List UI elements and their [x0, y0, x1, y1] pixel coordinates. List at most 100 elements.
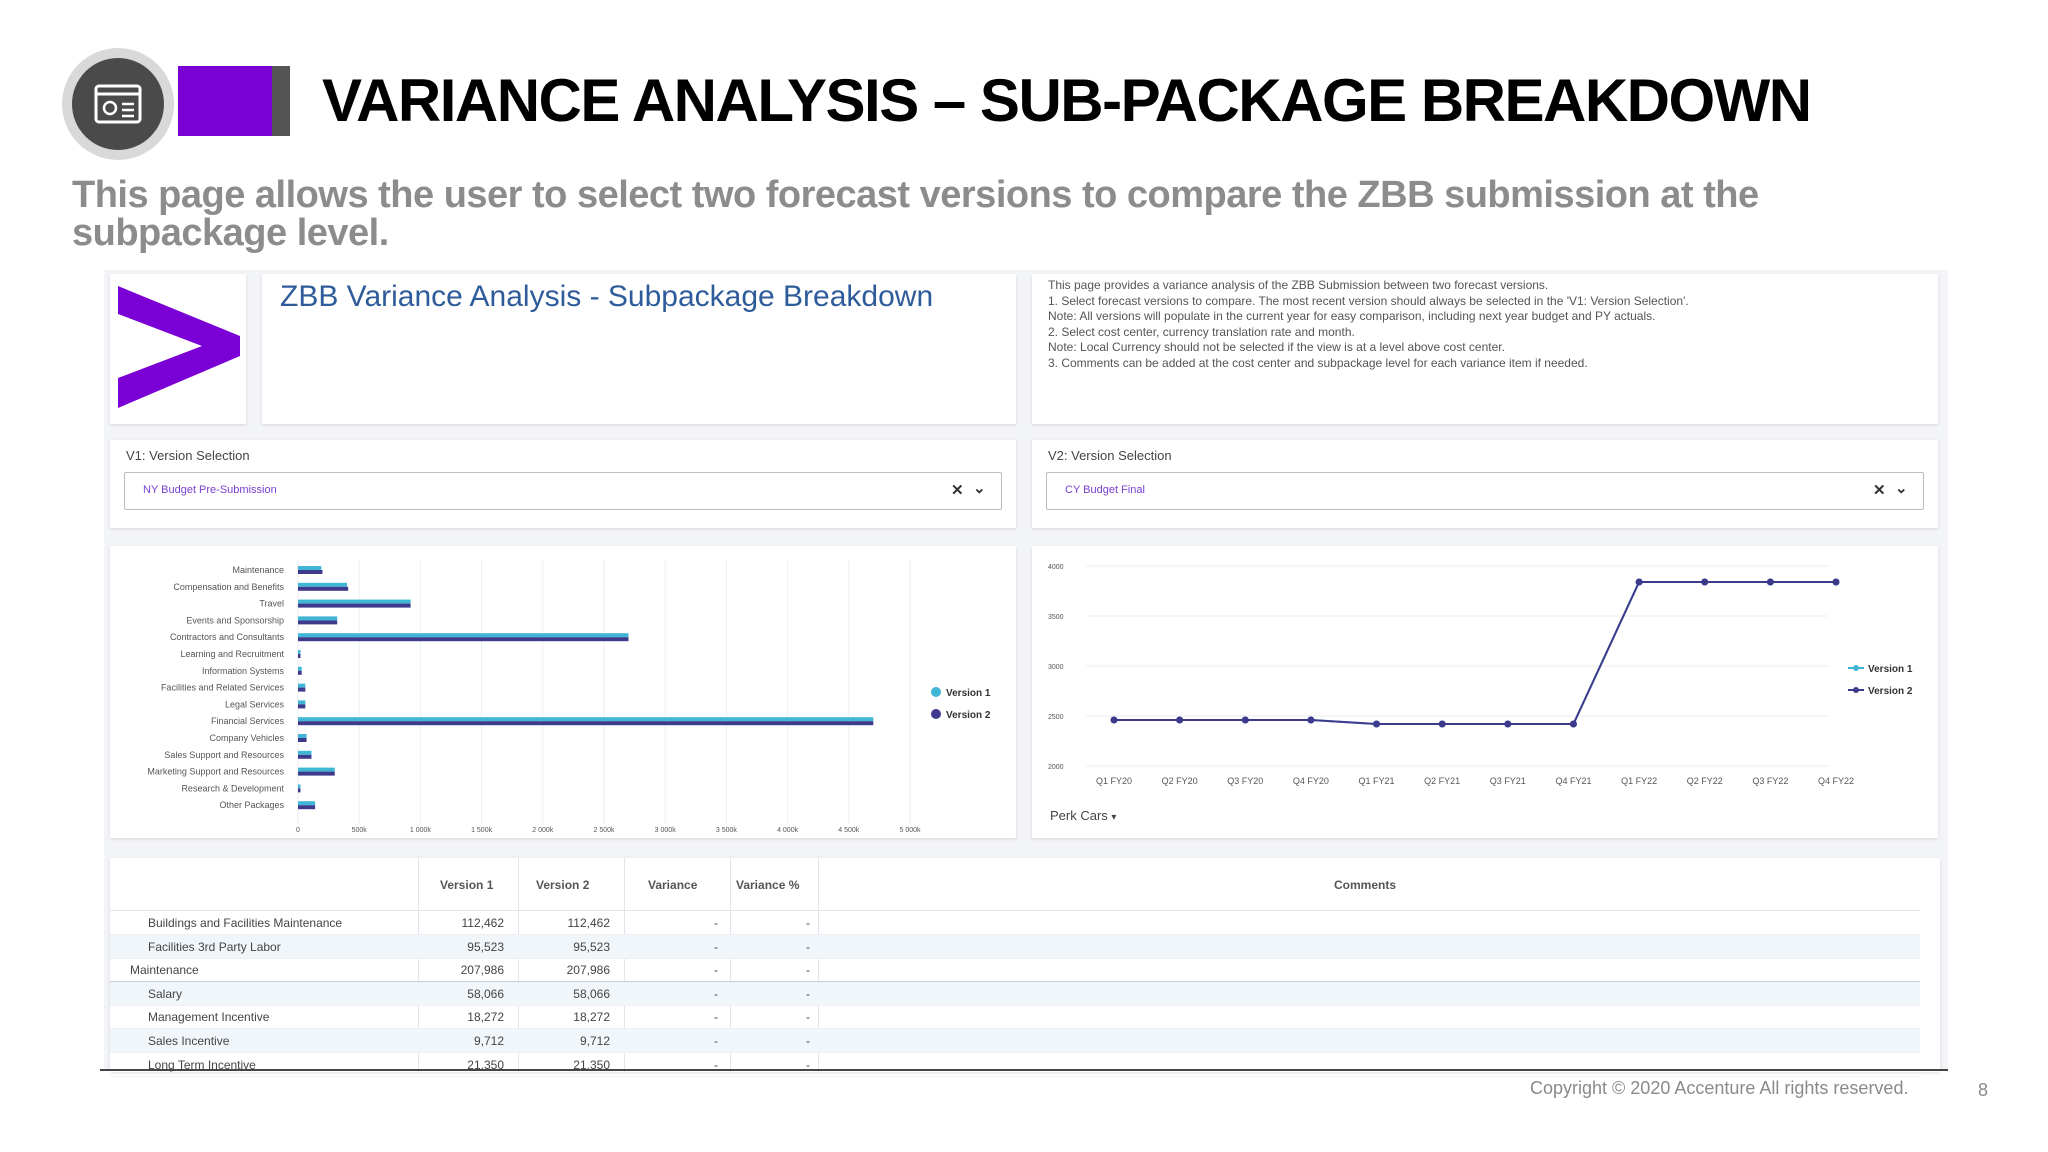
data-point [1110, 716, 1118, 724]
bar [298, 586, 349, 591]
data-point [1176, 716, 1184, 724]
perk-cars-dropdown[interactable]: Perk Cars ▾ [1050, 808, 1116, 823]
cell-var: - [714, 916, 718, 930]
x-tick-label: 2 000k [532, 827, 554, 834]
column-divider [418, 858, 419, 1072]
accent-bar-dark [272, 66, 290, 136]
bar [298, 771, 335, 776]
bar [298, 683, 306, 688]
column-header-variance[interactable]: Variance [648, 878, 698, 892]
row-label: Buildings and Facilities Maintenance [148, 916, 343, 930]
series-line [1114, 581, 1836, 725]
x-tick-label: Q1 FY21 [1359, 776, 1395, 786]
cell-v2: 18,272 [573, 1010, 610, 1025]
category-label: Compensation and Benefits [173, 582, 284, 592]
column-header-comments[interactable]: Comments [1334, 878, 1397, 892]
table-row[interactable]: Buildings and Facilities Maintenance 112,… [110, 911, 1920, 935]
series-line [1114, 581, 1836, 725]
cell-v2: 95,523 [573, 939, 610, 954]
v1-version-select[interactable]: NY Budget Pre-Submission ✕ ⌄ [124, 472, 1002, 510]
close-icon[interactable]: ✕ [1873, 482, 1886, 499]
cell-v2: 207,986 [566, 963, 610, 978]
copyright-text: Copyright © 2020 Accenture All rights re… [1530, 1078, 1909, 1098]
table-row[interactable]: Management Incentive 18,272 18,272 - - [110, 1005, 1920, 1030]
table-row[interactable]: Long Term Incentive 21,350 21,350 - - [110, 1053, 1920, 1077]
bar [298, 717, 874, 722]
bar [298, 687, 306, 692]
cell-var: - [714, 939, 718, 954]
cell-v1: 9,712 [473, 1034, 504, 1048]
bar [298, 788, 301, 793]
bar [298, 734, 307, 738]
chevron-down-icon[interactable]: ⌄ [1895, 480, 1908, 497]
category-label: Financial Services [211, 716, 285, 726]
cell-v1: 95,523 [467, 939, 504, 954]
row-label: Facilities 3rd Party Labor [148, 939, 281, 954]
bar [298, 616, 338, 621]
chevron-down-icon[interactable]: ⌄ [973, 480, 986, 497]
y-tick-label: 3500 [1048, 614, 1064, 621]
column-header-variance-pct[interactable]: Variance % [736, 878, 800, 892]
category-label: Other Packages [219, 800, 284, 810]
v2-version-select[interactable]: CY Budget Final ✕ ⌄ [1046, 472, 1924, 510]
bar [298, 620, 338, 625]
x-tick-label: Q4 FY22 [1818, 776, 1854, 786]
category-label: Sales Support and Resources [164, 750, 284, 760]
cell-v1: 207,986 [460, 963, 504, 978]
subpackage-bar-chart: 0 500k 1 000k 1 500k 2 000k 2 500k 3 000k 3 500… [147, 560, 991, 834]
x-tick-label: Q4 FY20 [1293, 776, 1329, 786]
cell-v1: 112,462 [461, 916, 505, 930]
perk-cars-label: Perk Cars [1050, 808, 1108, 823]
page-number: 8 [1978, 1080, 1989, 1100]
footer-line [100, 1069, 1948, 1071]
table-row[interactable]: Facilities 3rd Party Labor 95,523 95,523 - - [110, 934, 1920, 959]
bar [298, 650, 301, 654]
x-tick-label: 5 000k [899, 827, 921, 834]
bar [298, 633, 629, 638]
cell-pct: - [806, 939, 810, 954]
category-label: Information Systems [202, 666, 285, 676]
x-tick-label: Q3 FY21 [1490, 776, 1526, 786]
cell-pct: - [806, 1034, 810, 1048]
data-point [1241, 716, 1249, 724]
instruction-line: 3. Comments can be added at the cost cen… [1048, 355, 1588, 370]
instruction-line: 2. Select cost center, currency translat… [1048, 324, 1355, 339]
close-icon[interactable]: ✕ [951, 482, 964, 499]
data-point [1438, 720, 1446, 728]
legend-marker [931, 687, 941, 697]
legend-marker [1853, 665, 1859, 671]
slide-subtitle: This page allows the user to select two … [72, 174, 1759, 254]
slide-title: VARIANCE ANALYSIS – SUB-PACKAGE BREAKDOW… [322, 67, 1812, 134]
table-row[interactable]: Sales Incentive 9,712 9,712 - - [110, 1029, 1920, 1053]
column-header-version1[interactable]: Version 1 [440, 878, 494, 892]
x-tick-label: 500k [352, 827, 368, 834]
y-tick-label: 4000 [1048, 564, 1064, 571]
category-label: Research & Development [181, 783, 284, 793]
column-header-version2[interactable]: Version 2 [536, 878, 590, 892]
bar [298, 801, 316, 806]
bar [298, 700, 306, 705]
column-divider [624, 858, 625, 1072]
legend-marker [1853, 687, 1859, 693]
category-label: Legal Services [225, 699, 285, 709]
header-divider [110, 910, 1920, 911]
x-tick-label: 1 500k [471, 827, 493, 834]
cell-var: - [714, 1010, 718, 1025]
category-label: Learning and Recruitment [180, 649, 284, 659]
data-point [1635, 578, 1643, 586]
table-row[interactable]: Maintenance 207,986 207,986 - - [110, 958, 1920, 983]
x-tick-label: Q3 FY20 [1227, 776, 1263, 786]
variance-table: Version 1 Version 2 Variance Variance % … [110, 858, 1940, 1077]
column-divider [730, 858, 731, 1072]
bar [298, 566, 322, 570]
cell-v2: 21,350 [573, 1057, 610, 1072]
bar [298, 637, 629, 642]
legend-label: Version 1 [946, 688, 991, 699]
bar [298, 721, 874, 726]
x-tick-label: 0 [296, 827, 300, 834]
instruction-line: 1. Select forecast versions to compare. … [1048, 293, 1689, 308]
legend-label: Version 2 [1868, 686, 1913, 697]
legend-label: Version 1 [1868, 664, 1913, 675]
table-row[interactable]: Salary 58,066 58,066 - - [110, 981, 1920, 1006]
x-tick-label: Q4 FY21 [1555, 776, 1591, 786]
